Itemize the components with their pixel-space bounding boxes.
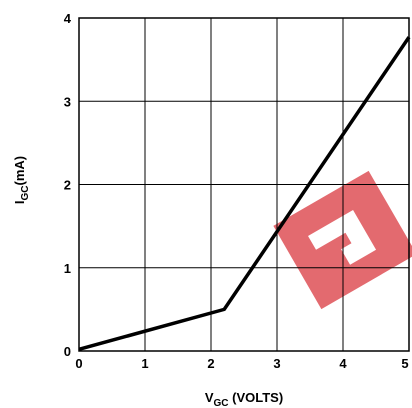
x-tick-label: 3 — [273, 356, 280, 371]
x-tick-label: 0 — [75, 356, 82, 371]
y-axis-label: IGC(mA) — [12, 156, 31, 204]
x-tick-labels: 0 1 2 3 4 5 — [75, 356, 408, 371]
x-tick-label: 5 — [401, 356, 408, 371]
y-tick-label: 3 — [64, 94, 71, 109]
y-tick-labels: 0 1 2 3 4 — [64, 11, 72, 359]
plot-border — [78, 17, 410, 352]
plot-frame — [78, 17, 410, 352]
watermark-glyph — [308, 209, 377, 265]
y-tick-label: 0 — [64, 344, 71, 359]
y-tick-label: 2 — [64, 178, 71, 193]
x-axis-label: VGC (VOLTS) — [205, 390, 283, 408]
watermark-block — [273, 170, 412, 310]
grid — [78, 17, 410, 352]
series — [78, 36, 411, 352]
watermark-shape — [273, 170, 412, 310]
watermark-logo — [273, 170, 412, 310]
x-tick-label: 2 — [207, 356, 214, 371]
series-line — [78, 36, 411, 352]
y-tick-label: 4 — [64, 11, 72, 26]
x-tick-label: 4 — [339, 356, 347, 371]
x-tick-label: 1 — [141, 356, 148, 371]
y-tick-label: 1 — [64, 261, 71, 276]
